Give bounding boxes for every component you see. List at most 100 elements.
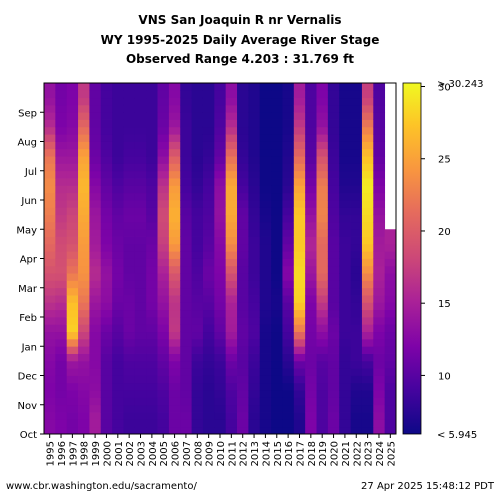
heatmap-cell xyxy=(157,134,170,142)
heatmap-cell xyxy=(112,83,124,91)
heatmap-cell xyxy=(282,251,295,259)
heatmap-cell xyxy=(157,360,170,369)
heatmap-cell xyxy=(361,207,374,216)
heatmap-cell xyxy=(237,200,249,208)
heatmap-cell xyxy=(202,309,215,318)
heatmap-cell xyxy=(157,390,170,398)
heatmap-cell xyxy=(180,97,193,106)
heatmap-cell xyxy=(327,368,340,376)
y-tick-label: Jan xyxy=(21,342,37,353)
heatmap-cell xyxy=(271,353,283,362)
heatmap-cell xyxy=(100,112,113,120)
heatmap-cell xyxy=(168,331,181,340)
heatmap-cell xyxy=(100,412,113,420)
heatmap-cell xyxy=(146,163,158,172)
heatmap-cell xyxy=(100,119,113,128)
x-tick-label: 2023 xyxy=(364,441,375,466)
heatmap-cell xyxy=(282,317,295,325)
heatmap-cell xyxy=(66,207,79,216)
heatmap-cell xyxy=(293,156,306,164)
heatmap-cell xyxy=(350,265,363,274)
heatmap-cell xyxy=(305,346,317,354)
heatmap-cell xyxy=(168,119,181,128)
heatmap-cell xyxy=(180,309,193,318)
heatmap-cell xyxy=(202,112,215,120)
heatmap-cell xyxy=(339,258,351,267)
heatmap-cell xyxy=(134,360,147,369)
heatmap-cell xyxy=(237,258,249,267)
heatmap-cell xyxy=(316,346,329,354)
heatmap-cell xyxy=(146,229,158,237)
heatmap-cell xyxy=(157,302,170,311)
heatmap-cell xyxy=(78,317,90,325)
heatmap-cell xyxy=(168,126,181,135)
heatmap-cell xyxy=(157,214,170,223)
heatmap-cell xyxy=(293,251,306,259)
heatmap-cell xyxy=(157,346,170,354)
heatmap-cell xyxy=(271,251,283,259)
heatmap-cell xyxy=(271,331,283,340)
x-tick-label: 2013 xyxy=(250,441,261,466)
heatmap-cell xyxy=(327,412,340,420)
heatmap-cell xyxy=(271,178,283,186)
heatmap-cell xyxy=(282,338,295,347)
heatmap-cell xyxy=(202,287,215,296)
heatmap-cell xyxy=(157,104,170,113)
heatmap-cell xyxy=(157,243,170,252)
heatmap-cell xyxy=(350,295,363,303)
heatmap-cell xyxy=(271,119,283,128)
heatmap-cell xyxy=(100,200,113,208)
heatmap-cell xyxy=(361,126,374,135)
heatmap-cell xyxy=(384,265,397,274)
heatmap-cell xyxy=(384,302,397,311)
heatmap-cell xyxy=(350,156,363,164)
heatmap-cell xyxy=(373,346,386,354)
heatmap-cell xyxy=(44,258,56,267)
heatmap-cell xyxy=(339,375,351,384)
heatmap-cell xyxy=(44,251,56,259)
heatmap-cell xyxy=(123,404,136,413)
heatmap-cell xyxy=(248,214,261,223)
heatmap-cell xyxy=(327,90,340,99)
heatmap-cell xyxy=(361,258,374,267)
heatmap-cell xyxy=(316,390,329,398)
heatmap-cell xyxy=(225,412,238,420)
heatmap-cell xyxy=(373,426,386,435)
heatmap-cell xyxy=(327,258,340,267)
heatmap-cell xyxy=(361,90,374,99)
heatmap-cell xyxy=(55,148,68,157)
heatmap-cell xyxy=(293,185,306,194)
heatmap-cell xyxy=(168,426,181,435)
heatmap-cell xyxy=(89,280,102,289)
heatmap-cell xyxy=(214,375,227,384)
heatmap-cell xyxy=(89,309,102,318)
heatmap-cell xyxy=(350,141,363,150)
heatmap-cell xyxy=(225,185,238,194)
heatmap-cell xyxy=(350,221,363,230)
heatmap-cell xyxy=(305,156,317,164)
heatmap-cell xyxy=(55,360,68,369)
heatmap-cell xyxy=(66,104,79,113)
heatmap-cell xyxy=(282,156,295,164)
heatmap-cell xyxy=(248,185,261,194)
heatmap-cell xyxy=(134,192,147,201)
heatmap-cell xyxy=(316,97,329,106)
heatmap-cell xyxy=(112,287,124,296)
heatmap-cell xyxy=(66,119,79,128)
heatmap-cell xyxy=(327,119,340,128)
heatmap-cell xyxy=(112,302,124,311)
heatmap-cell xyxy=(78,236,90,245)
heatmap-cell xyxy=(282,83,295,91)
heatmap-cell xyxy=(282,229,295,237)
heatmap-cell xyxy=(282,119,295,128)
heatmap-cell xyxy=(350,236,363,245)
heatmap-cell xyxy=(180,112,193,120)
heatmap-cell xyxy=(202,163,215,172)
heatmap-cell xyxy=(259,331,272,340)
heatmap-cell xyxy=(157,83,170,91)
heatmap-cell xyxy=(305,185,317,194)
heatmap-cell xyxy=(214,178,227,186)
heatmap-cell xyxy=(271,192,283,201)
heatmap-cell xyxy=(361,163,374,172)
heatmap-cell xyxy=(327,287,340,296)
